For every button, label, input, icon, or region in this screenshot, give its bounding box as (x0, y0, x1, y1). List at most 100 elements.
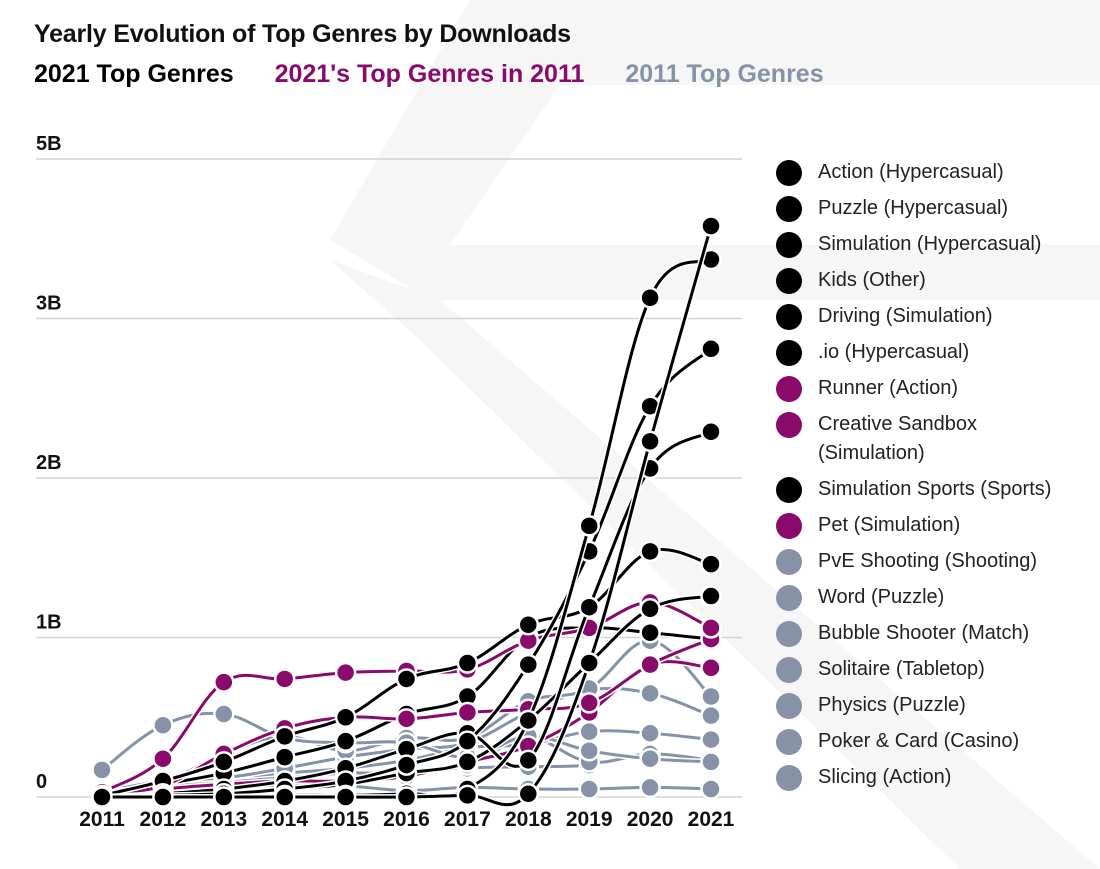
legend-label: Driving (Simulation) (818, 305, 993, 327)
legend-item: PvE Shooting (Shooting) (776, 547, 1078, 576)
data-point (517, 613, 540, 636)
x-tick-label: 2011 (79, 808, 125, 831)
legend-marker-icon (776, 621, 802, 647)
data-point (700, 338, 722, 360)
y-axis: 0 1B 2B 3B 5B (36, 133, 62, 793)
legend-label: Simulation Sports (Sports) (818, 478, 1052, 500)
group-label-2021-in-2011: 2021's Top Genres in 2011 (274, 60, 585, 88)
data-point (273, 746, 296, 768)
legend-marker-icon (776, 693, 802, 719)
legend-item: Pet (Simulation) (776, 511, 1078, 540)
data-point (456, 701, 479, 724)
data-point (395, 786, 418, 808)
data-point (700, 215, 722, 237)
legend-item: Slicing (Action) (776, 763, 1078, 792)
x-tick-label: 2014 (261, 808, 308, 831)
legend-item: Bubble Shooter (Match) (776, 619, 1078, 648)
group-label-2021-top: 2021 Top Genres (34, 60, 234, 88)
legend-marker-icon (776, 268, 802, 294)
data-point (213, 751, 235, 773)
data-point (639, 776, 661, 799)
data-point (152, 714, 174, 736)
data-point (273, 786, 296, 808)
x-axis: 2011 2012 2013 2014 2015 2016 2017 2018 2019 2020… (79, 808, 734, 831)
legend-marker-icon (776, 412, 802, 438)
legend-label: .io (Hypercasual) (818, 341, 970, 363)
data-point (456, 751, 479, 773)
data-point (700, 420, 722, 443)
legend-marker-icon (776, 477, 802, 503)
data-point (456, 784, 479, 807)
watermark-shape (330, 0, 1100, 300)
legend-item: Physics (Puzzle) (776, 691, 1078, 720)
legend-label: Pet (Simulation) (818, 514, 961, 536)
data-point (578, 515, 600, 537)
legend-marker-icon (776, 304, 802, 330)
x-tick-label: 2020 (627, 808, 674, 831)
data-point (639, 722, 661, 744)
legend-marker-icon (776, 376, 802, 402)
data-point (578, 739, 600, 762)
y-tick-label: 5B (36, 133, 62, 155)
data-point (578, 692, 600, 714)
x-tick-label: 2021 (688, 808, 735, 831)
legend-label: PvE Shooting (Shooting) (818, 550, 1038, 572)
legend-marker-icon (776, 657, 802, 683)
group-legend: 2021 Top Genres 2021's Top Genres in 201… (34, 60, 858, 89)
data-point (395, 708, 418, 730)
legend-label: Slicing (Action) (818, 766, 952, 788)
x-tick-label: 2015 (322, 808, 369, 831)
data-point (700, 778, 722, 800)
data-point (700, 685, 722, 708)
legend-item: Kids (Other) (776, 266, 1078, 295)
legend-label: Physics (Puzzle) (818, 694, 966, 716)
data-point (213, 786, 235, 808)
legend-item: Simulation Sports (Sports) (776, 475, 1078, 504)
series-lines (91, 215, 722, 808)
y-tick-label: 1B (36, 612, 62, 634)
data-point (213, 703, 235, 725)
legend-item: Action (Hypercasual) (776, 158, 1078, 187)
legend-label: Action (Hypercasual) (818, 161, 1004, 183)
data-point (700, 617, 722, 639)
gridlines (36, 158, 742, 798)
legend-marker-icon (776, 585, 802, 611)
legend-item: Creative Sandbox (Simulation) (776, 410, 1078, 468)
legend-marker-icon (776, 196, 802, 222)
legend-item: Simulation (Hypercasual) (776, 230, 1078, 259)
data-point (578, 652, 600, 674)
data-point (700, 728, 722, 751)
data-point (578, 778, 600, 800)
data-point (639, 653, 661, 676)
legend-marker-icon (776, 513, 802, 539)
data-point (517, 749, 540, 772)
data-point (700, 704, 722, 727)
legend-marker-icon (776, 232, 802, 258)
data-point (639, 621, 661, 644)
data-point (639, 598, 661, 620)
legend-marker-icon (776, 549, 802, 575)
x-tick-label: 2016 (383, 808, 430, 831)
data-point (334, 661, 357, 684)
data-point (456, 652, 479, 674)
legend-item: Word (Puzzle) (776, 583, 1078, 612)
data-point (273, 725, 296, 748)
data-point (395, 754, 418, 776)
data-point (152, 786, 174, 808)
data-point (700, 585, 722, 607)
data-point (578, 596, 600, 618)
legend-label: Creative Sandbox (Simulation) (818, 413, 977, 464)
legend-marker-icon (776, 765, 802, 791)
chart-title: Yearly Evolution of Top Genres by Downlo… (34, 20, 571, 48)
x-tick-label: 2012 (140, 808, 187, 831)
data-point (334, 786, 357, 808)
legend-label: Poker & Card (Casino) (818, 730, 1020, 752)
data-point (639, 430, 661, 453)
legend-item: Poker & Card (Casino) (776, 727, 1078, 756)
legend-marker-icon (776, 340, 802, 366)
data-point (639, 682, 661, 705)
legend-item: Solitaire (Tabletop) (776, 655, 1078, 684)
legend-label: Kids (Other) (818, 269, 926, 291)
legend-item: .io (Hypercasual) (776, 338, 1078, 367)
